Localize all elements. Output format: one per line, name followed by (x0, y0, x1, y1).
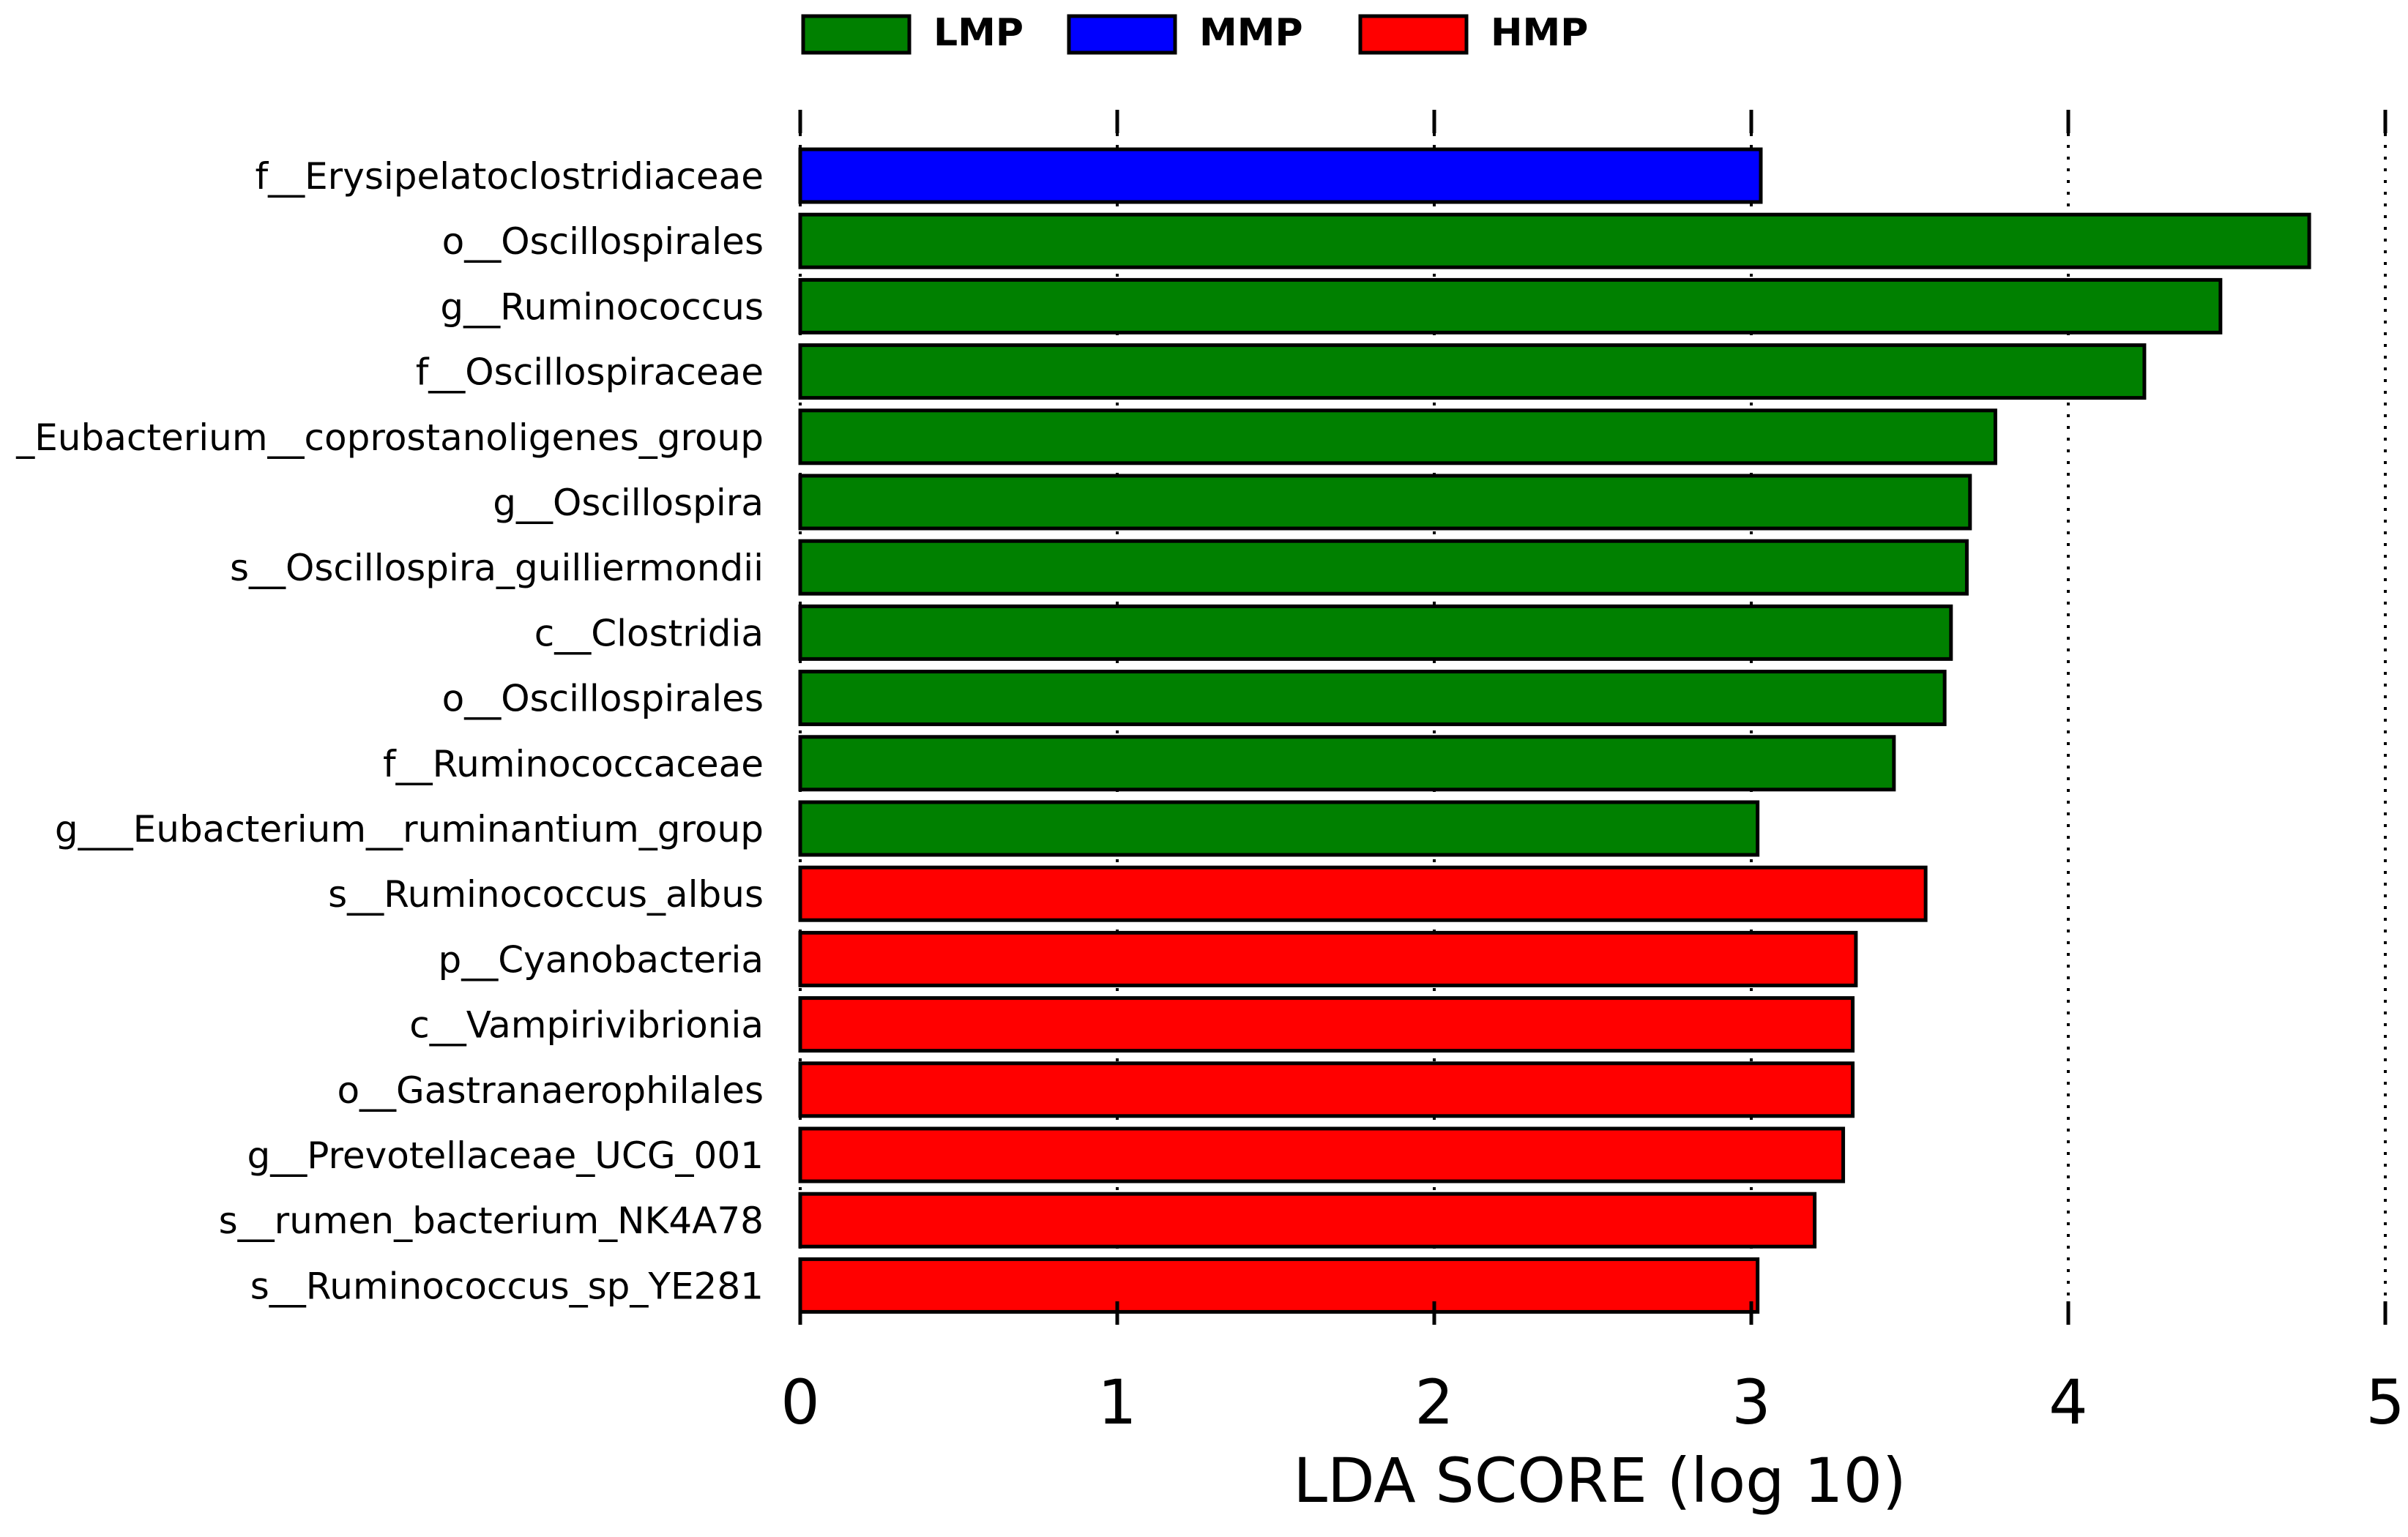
bar-14 (798, 1061, 1855, 1118)
x-tick-label-3: 3 (1732, 1366, 1770, 1438)
category-label-5: g__Oscillospira (493, 482, 764, 524)
bar-2 (798, 277, 2223, 334)
legend-label-lmp: LMP (933, 11, 1024, 55)
bar-17 (798, 1257, 1760, 1314)
bar-9 (798, 735, 1896, 792)
category-label-9: f__Ruminococcaceae (383, 743, 764, 785)
x-axis-title: LDA SCORE (log 10) (1293, 1445, 1906, 1517)
category-label-1: o__Oscillospirales (442, 220, 764, 263)
x-tick-label-0: 0 (780, 1366, 819, 1438)
category-label-2: g__Ruminococcus (440, 285, 764, 328)
bar-4 (798, 408, 1997, 465)
bar-7 (798, 604, 1953, 661)
category-label-7: c__Clostridia (534, 612, 764, 654)
legend-label-hmp: HMP (1491, 11, 1588, 55)
legend-swatch-mmp (1067, 14, 1177, 55)
category-label-6: s__Oscillospira_guilliermondii (230, 547, 764, 589)
bar-12 (798, 930, 1858, 987)
legend-swatch-hmp (1358, 14, 1469, 55)
category-label-4: _Eubacterium__coprostanoligenes_group (15, 416, 764, 459)
category-label-0: f__Erysipelatoclostridiaceae (255, 155, 764, 198)
bar-11 (798, 865, 1928, 922)
x-tick-label-5: 5 (2366, 1366, 2404, 1438)
bars (798, 147, 2311, 1314)
bar-3 (798, 343, 2147, 400)
category-labels: f__Erysipelatoclostridiaceae o__Oscillosp… (15, 155, 764, 1307)
bar-0 (798, 147, 1763, 204)
category-label-8: o__Oscillospirales (442, 678, 764, 720)
category-label-10: g___Eubacterium__ruminantium_group (55, 808, 764, 850)
category-label-12: p__Cyanobacteria (439, 938, 764, 981)
bar-6 (798, 539, 1969, 596)
x-axis: 0 1 2 3 4 5 (780, 110, 2405, 1438)
category-label-15: g__Prevotellaceae_UCG_001 (247, 1134, 764, 1177)
x-tick-label-1: 1 (1097, 1366, 1136, 1438)
bar-10 (798, 800, 1760, 857)
legend-swatch-lmp (801, 14, 912, 55)
legend-label-mmp: MMP (1199, 11, 1303, 55)
category-label-14: o__Gastranaerophilales (337, 1069, 764, 1112)
x-tick-label-4: 4 (2049, 1366, 2087, 1438)
bar-16 (798, 1192, 1817, 1249)
bar-5 (798, 474, 1972, 531)
category-label-16: s__rumen_bacterium_NK4A78 (219, 1200, 764, 1242)
legend: LMP MMP HMP (801, 11, 1588, 55)
bar-1 (798, 212, 2311, 269)
bar-13 (798, 996, 1855, 1053)
bar-15 (798, 1126, 1846, 1183)
category-label-11: s__Ruminococcus_albus (328, 873, 764, 916)
category-label-17: s__Ruminococcus_sp_YE281 (250, 1265, 764, 1307)
category-label-13: c__Vampirivibrionia (409, 1004, 764, 1047)
category-label-3: f__Oscillospiraceae (416, 351, 764, 394)
bar-8 (798, 670, 1947, 727)
x-tick-label-2: 2 (1414, 1366, 1453, 1438)
